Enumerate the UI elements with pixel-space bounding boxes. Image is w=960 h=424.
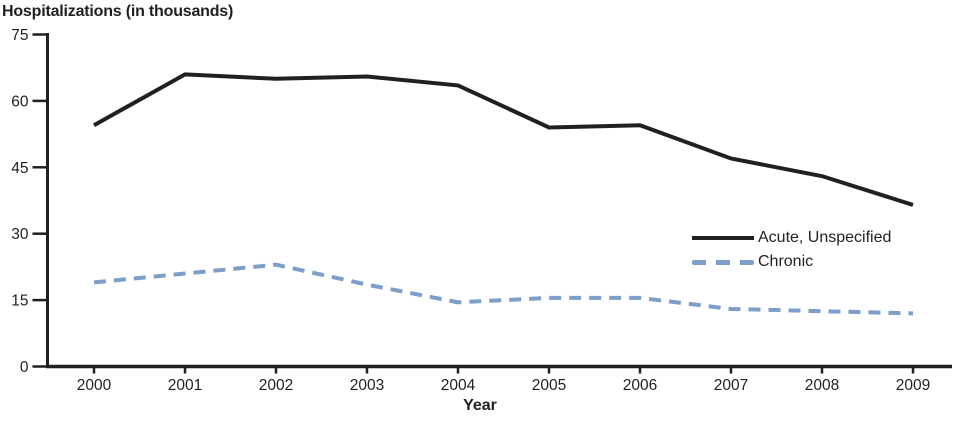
chart-title: Hospitalizations (in thousands) — [2, 3, 234, 20]
x-tick-label: 2006 — [623, 377, 657, 394]
x-tick-label: 2000 — [77, 377, 112, 394]
x-tick-label: 2003 — [350, 377, 384, 394]
legend-label: Acute, Unspecified — [758, 229, 892, 246]
legend-line-sample-dashed — [692, 259, 754, 265]
x-tick-label: 2009 — [896, 377, 930, 394]
x-axis-title: Year — [463, 397, 497, 414]
x-tick-label: 2008 — [805, 377, 839, 394]
x-tick-label: 2002 — [259, 377, 293, 394]
x-tick-label: 2001 — [168, 377, 202, 394]
y-tick-label: 15 — [11, 293, 28, 310]
chart-legend: Acute, Unspecified Chronic — [692, 226, 891, 274]
x-tick-label: 2004 — [441, 377, 476, 394]
legend-line-sample-solid — [692, 236, 754, 240]
y-tick-label: 75 — [11, 27, 28, 44]
legend-item-acute-unspecified: Acute, Unspecified — [692, 226, 891, 250]
y-tick-label: 45 — [11, 160, 28, 177]
x-tick-label: 2007 — [714, 377, 748, 394]
series-line-chronic — [93, 262, 914, 316]
y-tick-label: 30 — [11, 226, 29, 243]
legend-item-chronic: Chronic — [692, 250, 891, 274]
legend-label: Chronic — [758, 253, 814, 270]
x-tick-label: 2005 — [532, 377, 566, 394]
y-tick-label: 0 — [20, 359, 29, 376]
series-line-acute-unspecified — [93, 72, 914, 207]
y-tick-label: 60 — [11, 93, 29, 110]
